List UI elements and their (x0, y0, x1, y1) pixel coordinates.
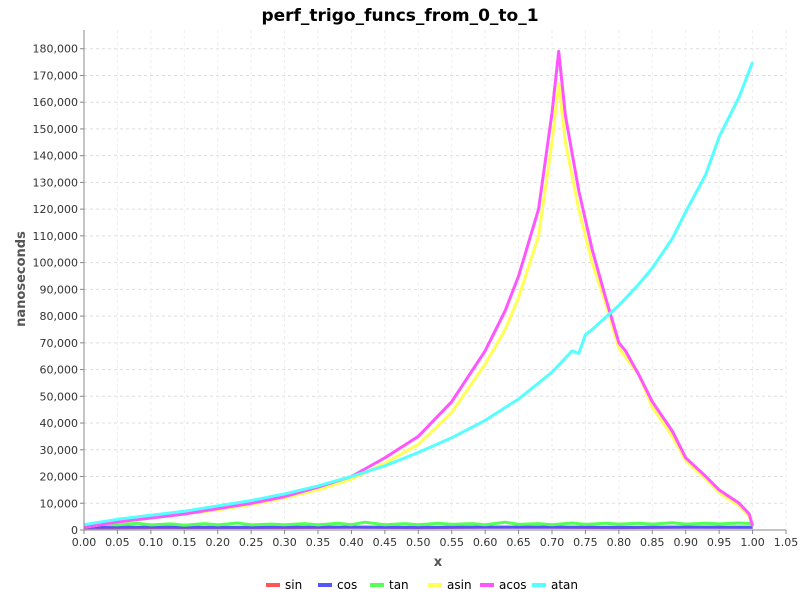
grid (83, 30, 787, 531)
y-tick-label: 50,000 (40, 390, 79, 403)
y-tick-label: 150,000 (33, 123, 79, 136)
y-tick-label: 80,000 (40, 310, 79, 323)
legend-label-tan: tan (389, 578, 409, 592)
y-tick-label: 100,000 (33, 257, 79, 270)
x-tick-label: 0.50 (406, 536, 431, 549)
y-axis-label: nanoseconds (14, 231, 29, 327)
x-tick-label: 1.05 (774, 536, 799, 549)
y-tick-label: 10,000 (40, 497, 79, 510)
x-tick-label: 0.95 (707, 536, 732, 549)
x-tick-label: 0.90 (673, 536, 698, 549)
legend: sin cos tan asin acos atan (266, 578, 578, 592)
x-tick-label: 0.65 (506, 536, 531, 549)
plot-area (84, 30, 786, 530)
x-tick-label: 0.00 (72, 536, 97, 549)
y-tick-label: 70,000 (40, 337, 79, 350)
y-tick-label: 90,000 (40, 283, 79, 296)
x-tick-label: 0.75 (573, 536, 598, 549)
x-tick-label: 0.35 (306, 536, 331, 549)
x-tick-label: 0.05 (105, 536, 130, 549)
y-tick-label: 170,000 (33, 69, 79, 82)
x-tick-label: 0.60 (473, 536, 498, 549)
x-tick-label: 0.40 (339, 536, 364, 549)
legend-label-atan: atan (551, 578, 578, 592)
legend-label-asin: asin (447, 578, 472, 592)
x-tick-label: 0.45 (373, 536, 398, 549)
legend-label-cos: cos (337, 578, 357, 592)
y-tick-label: 110,000 (33, 230, 79, 243)
series-line-atan (83, 61, 754, 527)
legend-label-sin: sin (285, 578, 302, 592)
axes (83, 30, 786, 531)
x-tick-label: 0.85 (640, 536, 665, 549)
y-tick-label: 60,000 (40, 364, 79, 377)
y-tick-label: 0 (71, 524, 78, 537)
y-axis-ticks: 0 10,000 20,000 30,000 40,000 50,000 60,000 70,… (33, 43, 84, 537)
y-tick-label: 180,000 (33, 43, 79, 56)
x-tick-label: 0.80 (607, 536, 632, 549)
series-lines (83, 49, 755, 530)
x-tick-label: 0.55 (439, 536, 464, 549)
x-tick-label: 0.25 (239, 536, 264, 549)
y-tick-label: 160,000 (33, 96, 79, 109)
series-line-acos (83, 49, 755, 529)
y-tick-label: 40,000 (40, 417, 79, 430)
x-tick-label: 0.20 (205, 536, 230, 549)
y-tick-label: 30,000 (40, 444, 79, 457)
x-tick-label: 0.10 (139, 536, 164, 549)
y-tick-label: 140,000 (33, 150, 79, 163)
x-tick-label: 0.15 (172, 536, 197, 549)
x-tick-label: 0.70 (540, 536, 565, 549)
x-tick-label: 1.00 (740, 536, 765, 549)
y-tick-label: 120,000 (33, 203, 79, 216)
chart-title: perf_trigo_funcs_from_0_to_1 (261, 6, 538, 26)
legend-label-acos: acos (499, 578, 527, 592)
y-tick-label: 130,000 (33, 176, 79, 189)
x-tick-label: 0.30 (272, 536, 297, 549)
series-line-tan (83, 520, 753, 527)
y-tick-label: 20,000 (40, 471, 79, 484)
x-axis-label: x (434, 555, 443, 570)
x-axis-ticks: 0.00 0.05 0.10 0.15 0.20 0.25 0.30 0.35 0.40 0.45… (72, 530, 799, 549)
